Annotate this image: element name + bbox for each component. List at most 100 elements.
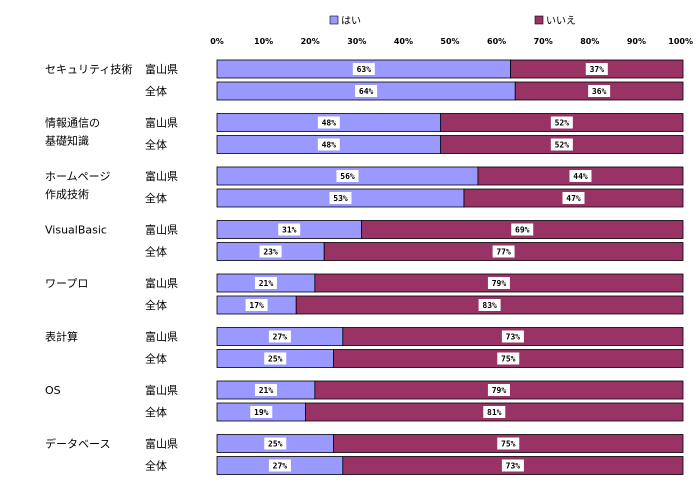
- data-label-bg: [487, 384, 510, 396]
- row-label: 富山県: [145, 330, 178, 344]
- data-label-bg: [478, 299, 501, 311]
- data-label-yes: 25%: [268, 355, 283, 364]
- data-label-bg: [336, 170, 359, 182]
- x-tick-label: 80%: [580, 37, 599, 46]
- data-label-no: 69%: [515, 226, 530, 235]
- row-label: 全体: [145, 191, 167, 205]
- data-label-no: 75%: [501, 440, 516, 449]
- data-label-bg: [250, 406, 273, 418]
- data-label-no: 73%: [506, 462, 521, 471]
- data-label-no: 79%: [492, 279, 507, 288]
- data-label-bg: [317, 138, 340, 151]
- x-tick-label: 10%: [254, 37, 273, 46]
- data-label-bg: [268, 459, 291, 472]
- row-label: 全体: [145, 459, 167, 473]
- data-label-no: 77%: [496, 248, 511, 257]
- data-label-yes: 17%: [249, 301, 264, 310]
- x-tick-label: 0%: [210, 37, 224, 46]
- legend-swatch-no: [534, 15, 544, 25]
- data-label-yes: 48%: [322, 141, 337, 150]
- data-label-yes: 19%: [254, 408, 269, 417]
- legend-label-no: いいえ: [546, 15, 576, 27]
- data-label-no: 81%: [487, 408, 502, 417]
- legend-label-yes: はい: [341, 15, 361, 27]
- data-label-no: 47%: [566, 194, 581, 203]
- data-label-bg: [483, 406, 506, 418]
- category-label: 作成技術: [45, 188, 89, 201]
- data-label-bg: [497, 352, 520, 365]
- data-label-bg: [492, 245, 515, 258]
- row-label: 富山県: [145, 169, 178, 183]
- data-label-bg: [259, 245, 282, 258]
- category-label: データベース: [45, 437, 110, 451]
- data-label-no: 52%: [555, 141, 570, 150]
- category-label: ワープロ: [45, 277, 88, 290]
- row-label: 富山県: [145, 383, 178, 397]
- category-label: VisualBasic: [45, 224, 107, 237]
- row-label: 全体: [145, 352, 167, 366]
- data-label-yes: 56%: [340, 172, 355, 181]
- data-label-bg: [245, 299, 268, 311]
- row-label: 富山県: [145, 116, 178, 130]
- data-label-no: 37%: [590, 65, 605, 74]
- x-tick-label: 40%: [394, 37, 413, 46]
- data-label-bg: [317, 116, 340, 129]
- data-label-yes: 27%: [273, 333, 288, 342]
- row-label: 全体: [145, 405, 167, 419]
- data-label-bg: [487, 277, 510, 289]
- data-label-bg: [254, 384, 277, 396]
- x-tick-label: 20%: [301, 37, 320, 46]
- data-label-yes: 27%: [273, 462, 288, 471]
- category-label: 基礎知識: [45, 134, 89, 148]
- data-label-yes: 64%: [359, 87, 374, 96]
- data-label-bg: [264, 352, 287, 365]
- data-label-bg: [254, 277, 277, 289]
- data-label-yes: 31%: [282, 226, 297, 235]
- data-label-bg: [562, 192, 585, 204]
- x-tick-label: 100%: [668, 37, 693, 46]
- data-label-bg: [511, 223, 534, 236]
- data-label-bg: [569, 170, 592, 182]
- data-label-no: 79%: [492, 386, 507, 395]
- data-label-bg: [352, 63, 375, 75]
- data-label-yes: 48%: [322, 119, 337, 128]
- data-label-no: 83%: [482, 301, 497, 310]
- data-label-yes: 21%: [259, 279, 274, 288]
- data-label-bg: [501, 330, 524, 343]
- data-label-bg: [585, 63, 608, 75]
- x-tick-label: 90%: [627, 37, 646, 46]
- row-label: 富山県: [145, 276, 178, 290]
- data-label-bg: [268, 330, 291, 343]
- data-label-bg: [355, 85, 378, 97]
- row-label: 全体: [145, 84, 167, 98]
- data-label-bg: [588, 85, 611, 97]
- row-label: 全体: [145, 245, 167, 259]
- category-label: 情報通信の: [45, 117, 100, 130]
- data-label-bg: [497, 437, 520, 450]
- legend-swatch-yes: [329, 15, 339, 25]
- x-tick-label: 60%: [487, 37, 506, 46]
- data-label-bg: [329, 192, 352, 204]
- data-label-bg: [550, 116, 573, 129]
- row-label: 富山県: [145, 437, 178, 451]
- x-tick-label: 70%: [534, 37, 553, 46]
- row-label: 全体: [145, 298, 167, 312]
- data-label-no: 75%: [501, 355, 516, 364]
- category-label: セキュリティ技術: [45, 63, 132, 76]
- data-label-yes: 63%: [357, 65, 372, 74]
- data-label-yes: 25%: [268, 440, 283, 449]
- category-label: OS: [45, 384, 61, 397]
- category-label: ホームページ: [45, 170, 110, 183]
- data-label-yes: 53%: [333, 194, 348, 203]
- data-label-no: 52%: [555, 119, 570, 128]
- data-label-bg: [501, 459, 524, 472]
- data-label-bg: [264, 437, 287, 450]
- data-label-bg: [550, 138, 573, 151]
- row-label: 富山県: [145, 223, 178, 237]
- x-tick-label: 50%: [440, 37, 459, 46]
- row-label: 全体: [145, 138, 167, 152]
- data-label-no: 44%: [573, 172, 588, 181]
- data-label-yes: 21%: [259, 386, 274, 395]
- data-label-yes: 23%: [263, 248, 278, 257]
